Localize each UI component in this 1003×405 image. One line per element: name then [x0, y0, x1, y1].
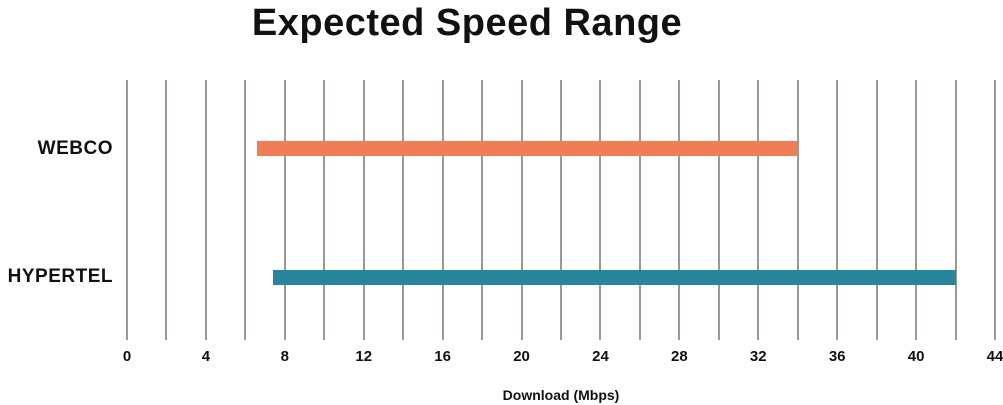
- gridline-x-44: [994, 80, 996, 340]
- gridline-x-28: [678, 80, 681, 340]
- gridline-x-42: [954, 80, 957, 340]
- x-tick-label-28: 28: [671, 348, 688, 365]
- gridline-x-32: [757, 80, 760, 340]
- gridline-x-38: [875, 80, 878, 340]
- x-tick-label-36: 36: [828, 348, 846, 365]
- x-tick-label-12: 12: [355, 348, 373, 365]
- chart-title: Expected Speed Range: [251, 2, 683, 44]
- gridline-x-26: [638, 80, 641, 340]
- x-tick-label-24: 24: [592, 348, 609, 365]
- gridline-x-34: [796, 80, 799, 340]
- gridline-x-40: [915, 80, 918, 340]
- gridline-x-0: [126, 80, 128, 340]
- gridline-x-24: [599, 80, 602, 340]
- gridline-x-4: [204, 80, 207, 340]
- gridline-x-16: [441, 80, 444, 340]
- gridline-x-20: [520, 80, 523, 340]
- gridline-x-6: [244, 80, 247, 340]
- category-label-hypertel: HYPERTEL: [7, 266, 113, 288]
- gridline-x-36: [836, 80, 839, 340]
- range-bar-webco: [257, 141, 798, 157]
- gridline-x-10: [323, 80, 326, 340]
- x-tick-label-0: 0: [122, 348, 132, 365]
- gridline-x-12: [362, 80, 365, 340]
- x-tick-label-40: 40: [907, 348, 925, 365]
- gridline-x-2: [165, 80, 168, 340]
- gridline-x-22: [560, 80, 562, 340]
- x-tick-label-44: 44: [986, 348, 1003, 365]
- x-tick-label-16: 16: [434, 348, 451, 365]
- gridline-x-30: [717, 80, 720, 340]
- range-bar-hypertel: [272, 269, 956, 285]
- x-tick-label-20: 20: [513, 348, 530, 365]
- gridline-x-18: [481, 80, 484, 340]
- category-label-webco: WEBCO: [37, 137, 113, 159]
- x-tick-label-4: 4: [201, 348, 211, 365]
- x-tick-label-32: 32: [749, 348, 767, 365]
- gridline-x-8: [283, 80, 286, 340]
- x-tick-label-8: 8: [280, 348, 289, 365]
- gridline-x-14: [402, 80, 405, 340]
- x-axis-title: Download (Mbps): [502, 387, 620, 403]
